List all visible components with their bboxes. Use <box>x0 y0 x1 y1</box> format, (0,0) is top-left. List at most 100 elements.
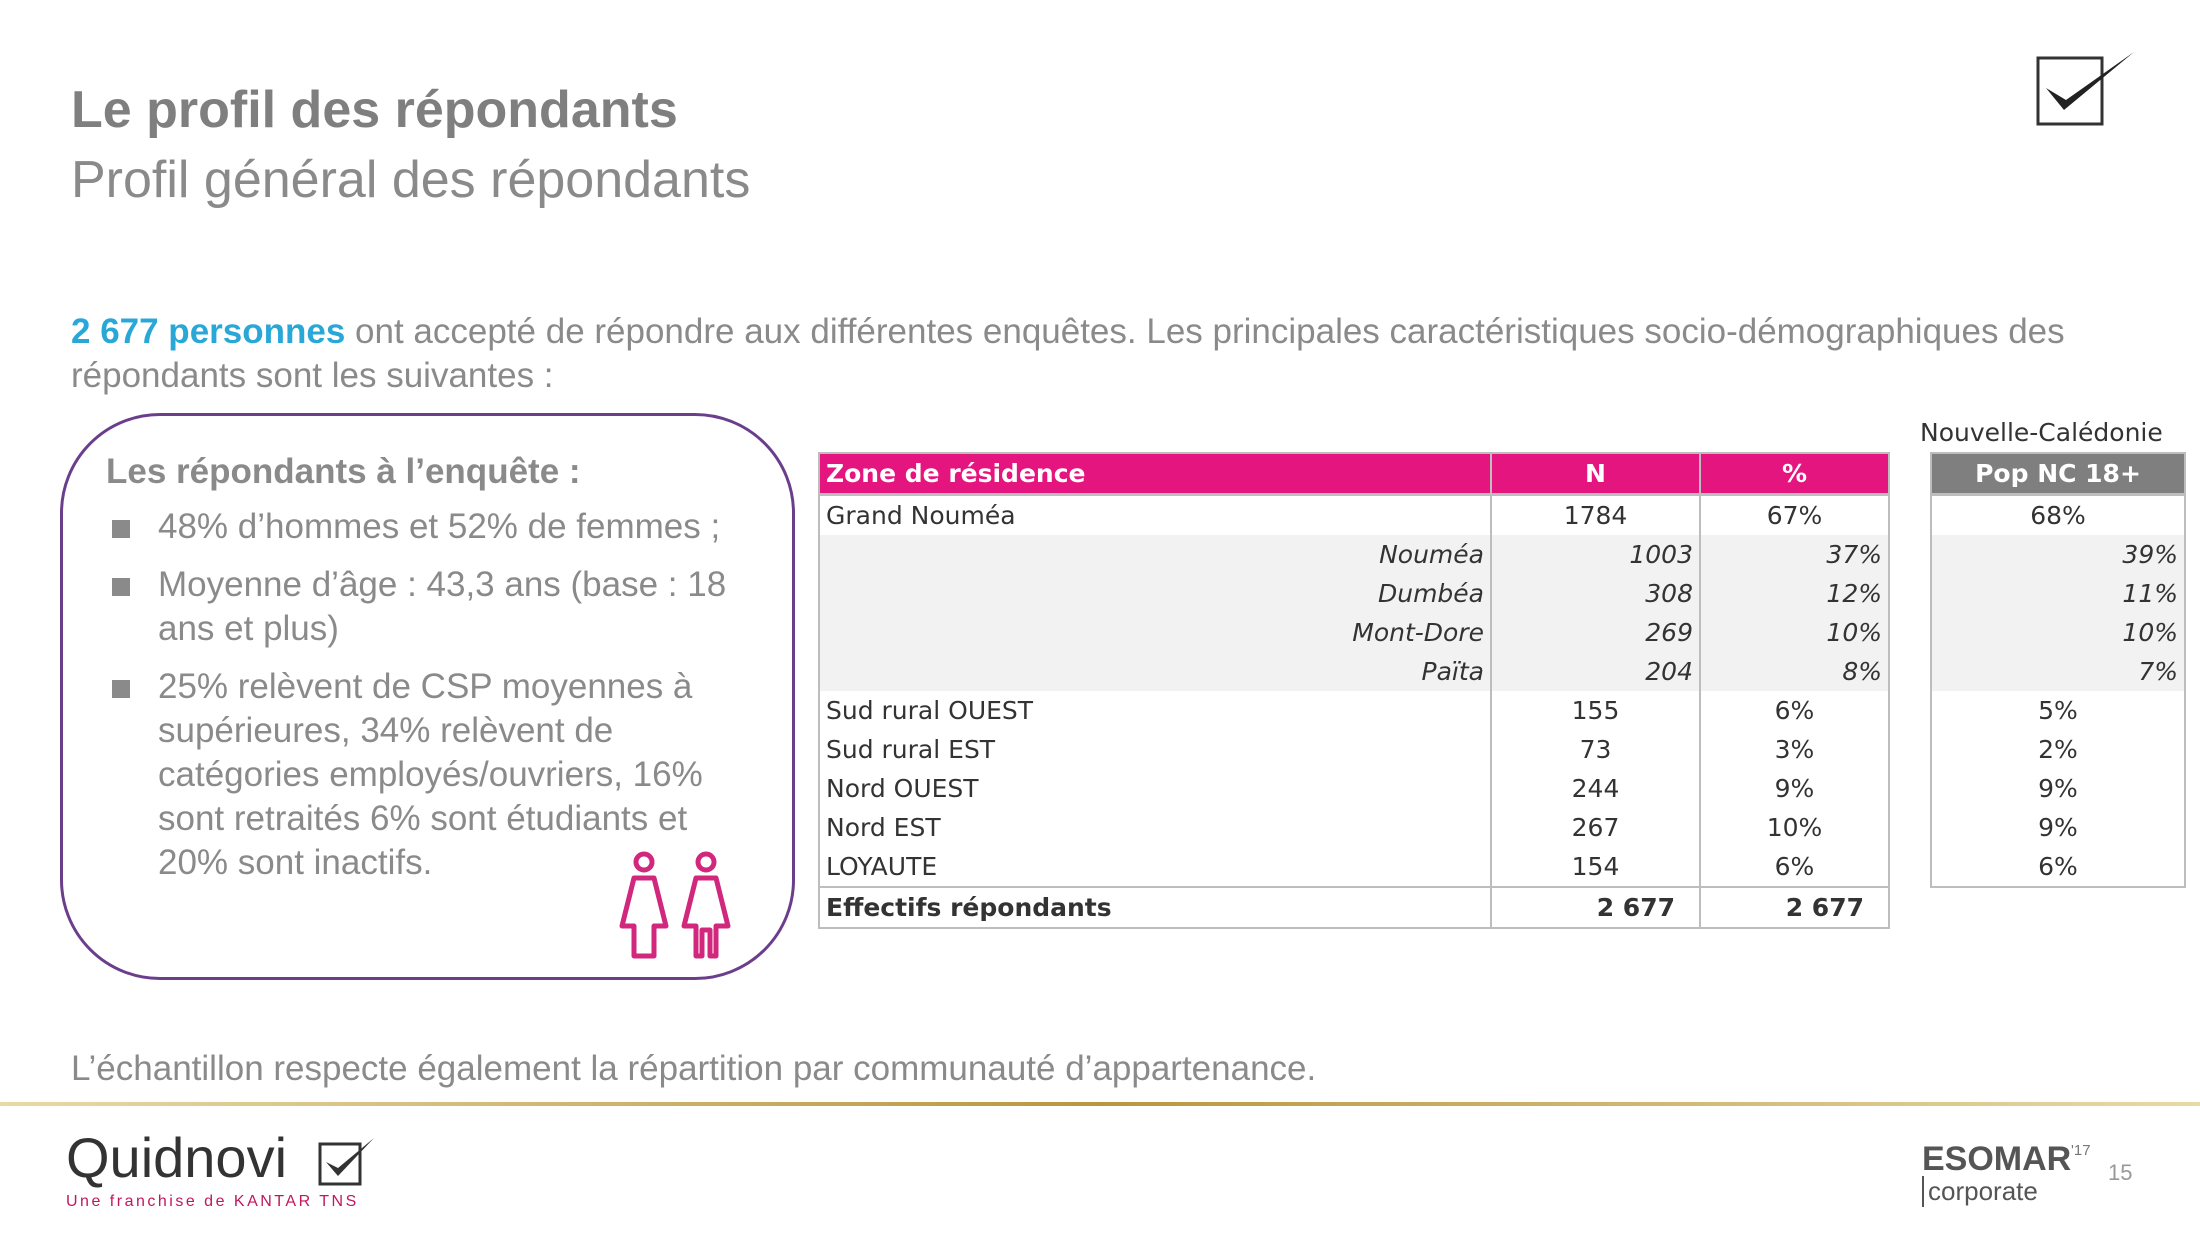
nc-value: 7% <box>1930 652 2186 691</box>
nc-value: 9% <box>1930 808 2186 847</box>
table-header-row: Zone de résidence N % <box>818 452 1890 496</box>
page-subtitle: Profil général des répondants <box>71 151 751 209</box>
row-n: 155 <box>1490 691 1701 730</box>
total-pct: 2 677 <box>1699 886 1890 929</box>
bullet-square-icon <box>112 578 130 596</box>
esomar-subtitle: corporate <box>1922 1176 2038 1207</box>
page-title: Le profil des répondants <box>71 81 678 139</box>
profile-heading: Les répondants à l’enquête : <box>106 452 581 491</box>
nc-value: 11% <box>1930 574 2186 613</box>
column-header: % <box>1699 452 1890 496</box>
respondent-count: 2 677 personnes <box>71 312 346 351</box>
row-pct: 9% <box>1699 769 1890 808</box>
table-row: 11% <box>1930 574 2186 613</box>
row-pct: 12% <box>1699 574 1890 613</box>
row-n: 154 <box>1490 847 1701 887</box>
esomar-logo-text: ESOMAR <box>1922 1140 2072 1178</box>
list-item-text: 48% d’hommes et 52% de femmes ; <box>158 507 721 546</box>
row-n: 73 <box>1490 730 1701 769</box>
table-row: 39% <box>1930 535 2186 574</box>
list-item-text: Moyenne d’âge : 43,3 ans (base : 18 ans … <box>158 565 727 648</box>
women-people-icon <box>619 851 731 959</box>
brand-check-icon <box>318 1138 374 1186</box>
column-header: Zone de résidence <box>818 452 1492 496</box>
row-n: 1003 <box>1490 535 1701 574</box>
table-row: 5% <box>1930 691 2186 730</box>
page-number: 15 <box>2108 1160 2133 1185</box>
checkbox-check-icon <box>2036 52 2134 126</box>
row-pct: 37% <box>1699 535 1890 574</box>
row-pct: 10% <box>1699 613 1890 652</box>
brand-tagline: Une franchise de KANTAR TNS <box>66 1193 359 1210</box>
table-row: 7% <box>1930 652 2186 691</box>
row-pct: 3% <box>1699 730 1890 769</box>
row-label: Grand Nouméa <box>818 494 1492 535</box>
table-row: Mont-Dore 269 10% <box>818 613 1890 652</box>
row-pct: 67% <box>1699 494 1890 535</box>
esomar-year: '17 <box>2071 1142 2091 1159</box>
profile-list: 48% d’hommes et 52% de femmes ; Moyenne … <box>106 505 766 899</box>
row-pct: 6% <box>1699 691 1890 730</box>
table-row: 2% <box>1930 730 2186 769</box>
row-n: 269 <box>1490 613 1701 652</box>
table-row: 68% <box>1930 494 2186 535</box>
row-label: Païta <box>818 652 1492 691</box>
bullet-square-icon <box>112 520 130 538</box>
brand-logo-text: Quidnovi <box>66 1126 288 1189</box>
table-row: 9% <box>1930 808 2186 847</box>
profile-box <box>60 413 795 980</box>
row-n: 244 <box>1490 769 1701 808</box>
table-row: Nord EST 267 10% <box>818 808 1890 847</box>
table-row: 10% <box>1930 613 2186 652</box>
row-n: 1784 <box>1490 494 1701 535</box>
table-row: Nouméa 1003 37% <box>818 535 1890 574</box>
table-row: LOYAUTE 154 6% <box>818 847 1890 887</box>
row-label: Sud rural EST <box>818 730 1492 769</box>
row-pct: 6% <box>1699 847 1890 887</box>
row-n: 267 <box>1490 808 1701 847</box>
table-row: 6% <box>1930 847 2186 888</box>
nc-value: 10% <box>1930 613 2186 652</box>
table-row: 9% <box>1930 769 2186 808</box>
column-header: Pop NC 18+ <box>1930 452 2186 496</box>
table-row: Nord OUEST 244 9% <box>818 769 1890 808</box>
list-item: Moyenne d’âge : 43,3 ans (base : 18 ans … <box>106 563 766 651</box>
row-label: Mont-Dore <box>818 613 1492 652</box>
intro-text: ont accepté de répondre aux différentes … <box>71 312 2065 395</box>
total-n: 2 677 <box>1490 886 1701 929</box>
row-n: 308 <box>1490 574 1701 613</box>
bullet-square-icon <box>112 680 130 698</box>
nc-table-label: Nouvelle-Calédonie <box>1920 418 2163 447</box>
row-n: 204 <box>1490 652 1701 691</box>
table-row: Sud rural EST 73 3% <box>818 730 1890 769</box>
table-row: Dumbéa 308 12% <box>818 574 1890 613</box>
table-row: Grand Nouméa 1784 67% <box>818 494 1890 535</box>
row-label: LOYAUTE <box>818 847 1492 887</box>
row-label: Nouméa <box>818 535 1492 574</box>
row-label: Nord EST <box>818 808 1492 847</box>
zone-table: Zone de résidence N % Grand Nouméa 1784 … <box>818 452 1890 929</box>
list-item: 48% d’hommes et 52% de femmes ; <box>106 505 766 549</box>
footer-divider <box>0 1102 2200 1106</box>
nc-value: 5% <box>1930 691 2186 730</box>
column-header: N <box>1490 452 1701 496</box>
row-label: Sud rural OUEST <box>818 691 1492 730</box>
row-label: Nord OUEST <box>818 769 1492 808</box>
row-label: Dumbéa <box>818 574 1492 613</box>
row-pct: 8% <box>1699 652 1890 691</box>
table-row: Païta 204 8% <box>818 652 1890 691</box>
table-header-row: Pop NC 18+ <box>1930 452 2186 496</box>
nc-value: 2% <box>1930 730 2186 769</box>
nc-table: Pop NC 18+ 68% 39% 11% 10% 7% 5% 2% 9% 9… <box>1930 452 2186 888</box>
footnote: L’échantillon respecte également la répa… <box>71 1049 1317 1088</box>
row-pct: 10% <box>1699 808 1890 847</box>
total-label: Effectifs répondants <box>818 886 1492 929</box>
table-total-row: Effectifs répondants 2 677 2 677 <box>818 886 1890 929</box>
list-item: 25% relèvent de CSP moyennes à supérieur… <box>106 665 766 885</box>
nc-value: 9% <box>1930 769 2186 808</box>
nc-value: 68% <box>1930 494 2186 535</box>
list-item-text: 25% relèvent de CSP moyennes à supérieur… <box>158 667 703 882</box>
nc-value: 6% <box>1930 847 2186 888</box>
table-row: Sud rural OUEST 155 6% <box>818 691 1890 730</box>
intro-paragraph: 2 677 personnes ont accepté de répondre … <box>71 310 2161 398</box>
